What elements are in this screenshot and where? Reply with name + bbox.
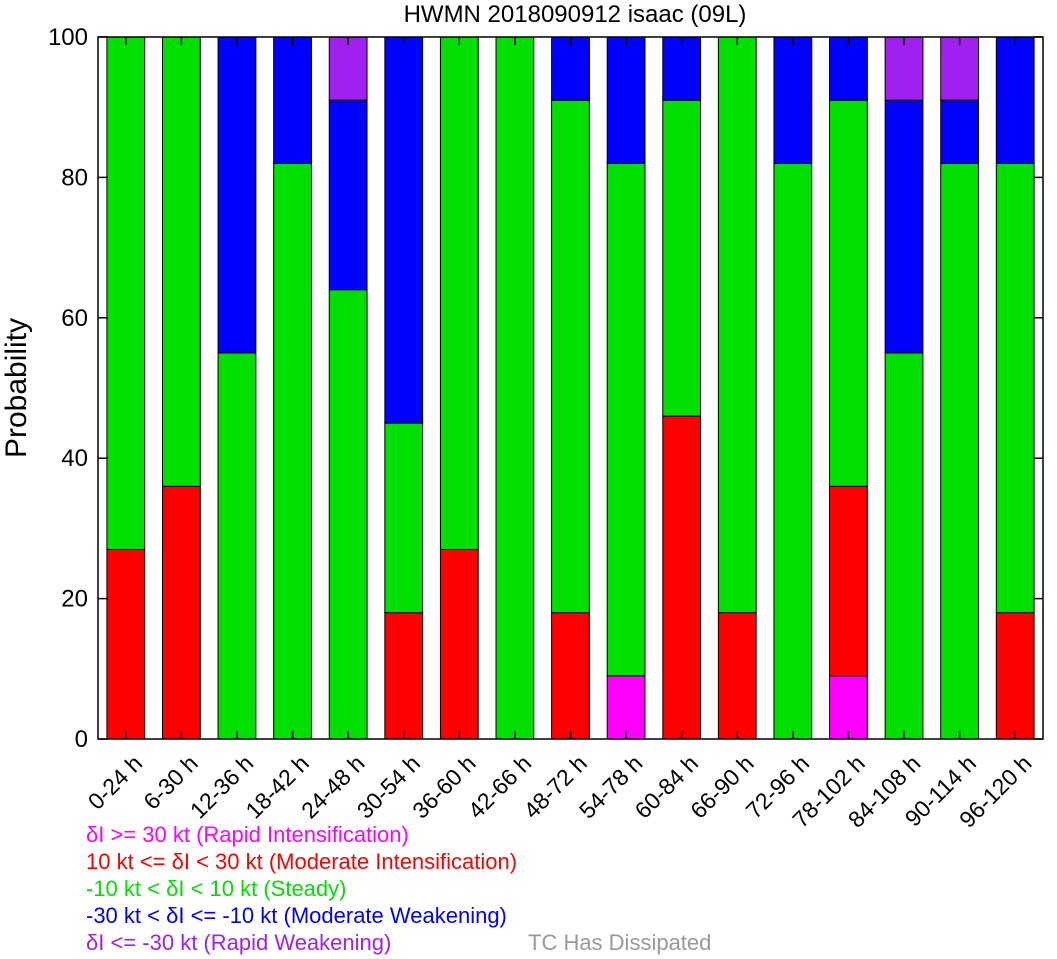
bar-segment-13-1 [829, 485, 868, 677]
bar-segment-15-2 [940, 162, 980, 740]
bar-segment-5-2 [384, 422, 424, 614]
bar-segment-2-2 [217, 352, 257, 740]
bar-segment-7-2 [495, 36, 535, 740]
bar-segment-10-2 [662, 99, 702, 417]
bar-segment-2-3 [217, 36, 257, 354]
bar-segment-8-3 [551, 36, 590, 101]
bar-segment-0-2 [106, 36, 146, 550]
legend-entry: -10 kt < δI < 10 kt (Steady) [86, 876, 347, 901]
y-tick-label: 60 [61, 305, 88, 332]
bar-segment-5-3 [384, 36, 424, 424]
y-tick-label: 0 [75, 726, 88, 753]
bar-segment-1-2 [161, 36, 201, 487]
bar-segment-11-1 [717, 612, 757, 740]
y-tick-label: 20 [61, 586, 88, 613]
bar-segment-1-1 [161, 485, 201, 740]
legend-entry: δI >= 30 kt (Rapid Intensification) [86, 822, 409, 847]
legend-dissipated-label: TC Has Dissipated [528, 930, 712, 955]
bar-segment-9-2 [606, 162, 646, 677]
legend-entry: 10 kt <= δI < 30 kt (Moderate Intensific… [86, 849, 518, 874]
bar-segment-16-3 [995, 36, 1035, 164]
bar-segment-13-2 [829, 99, 868, 487]
x-tick-label: 0-24 h [83, 750, 148, 815]
bars-group [106, 36, 1035, 740]
bar-segment-4-3 [328, 99, 368, 291]
bar-segment-13-3 [829, 36, 868, 101]
bar-segment-6-2 [439, 36, 479, 550]
legend-entry: -30 kt < δI <= -10 kt (Moderate Weakenin… [86, 903, 507, 928]
bar-segment-6-1 [439, 548, 479, 740]
y-axis-ticks: 0 20 40 60 80 100 [48, 24, 1043, 753]
bar-segment-9-3 [606, 36, 646, 164]
bar-segment-3-3 [273, 36, 312, 164]
bar-segment-13-0 [829, 675, 868, 740]
bar-segment-11-2 [717, 36, 757, 614]
y-tick-label: 80 [61, 164, 88, 191]
bar-segment-5-1 [384, 612, 424, 740]
bar-segment-15-3 [940, 99, 980, 164]
bar-segment-3-2 [273, 162, 312, 740]
y-tick-label: 40 [61, 445, 88, 472]
bar-segment-16-2 [995, 162, 1035, 614]
bar-segment-8-1 [551, 612, 590, 740]
y-tick-label: 100 [48, 24, 88, 51]
bar-segment-14-3 [884, 99, 924, 354]
bar-segment-12-3 [773, 36, 813, 164]
bar-segment-8-2 [551, 99, 590, 614]
bar-segment-16-1 [995, 612, 1035, 740]
legend-entry: δI <= -30 kt (Rapid Weakening) [86, 930, 392, 955]
bar-segment-15-4 [940, 36, 980, 101]
bar-segment-14-4 [884, 36, 924, 101]
bar-segment-4-2 [328, 289, 368, 740]
bar-segment-10-1 [662, 415, 702, 740]
bar-segment-4-4 [328, 36, 368, 101]
bar-segment-0-1 [106, 548, 146, 740]
bar-segment-10-3 [662, 36, 702, 101]
y-axis-label: Probability [0, 318, 33, 458]
bar-segment-9-0 [606, 675, 646, 740]
chart-title: HWMN 2018090912 isaac (09L) [404, 1, 747, 28]
bar-segment-12-2 [773, 162, 813, 740]
bar-segment-14-2 [884, 352, 924, 740]
